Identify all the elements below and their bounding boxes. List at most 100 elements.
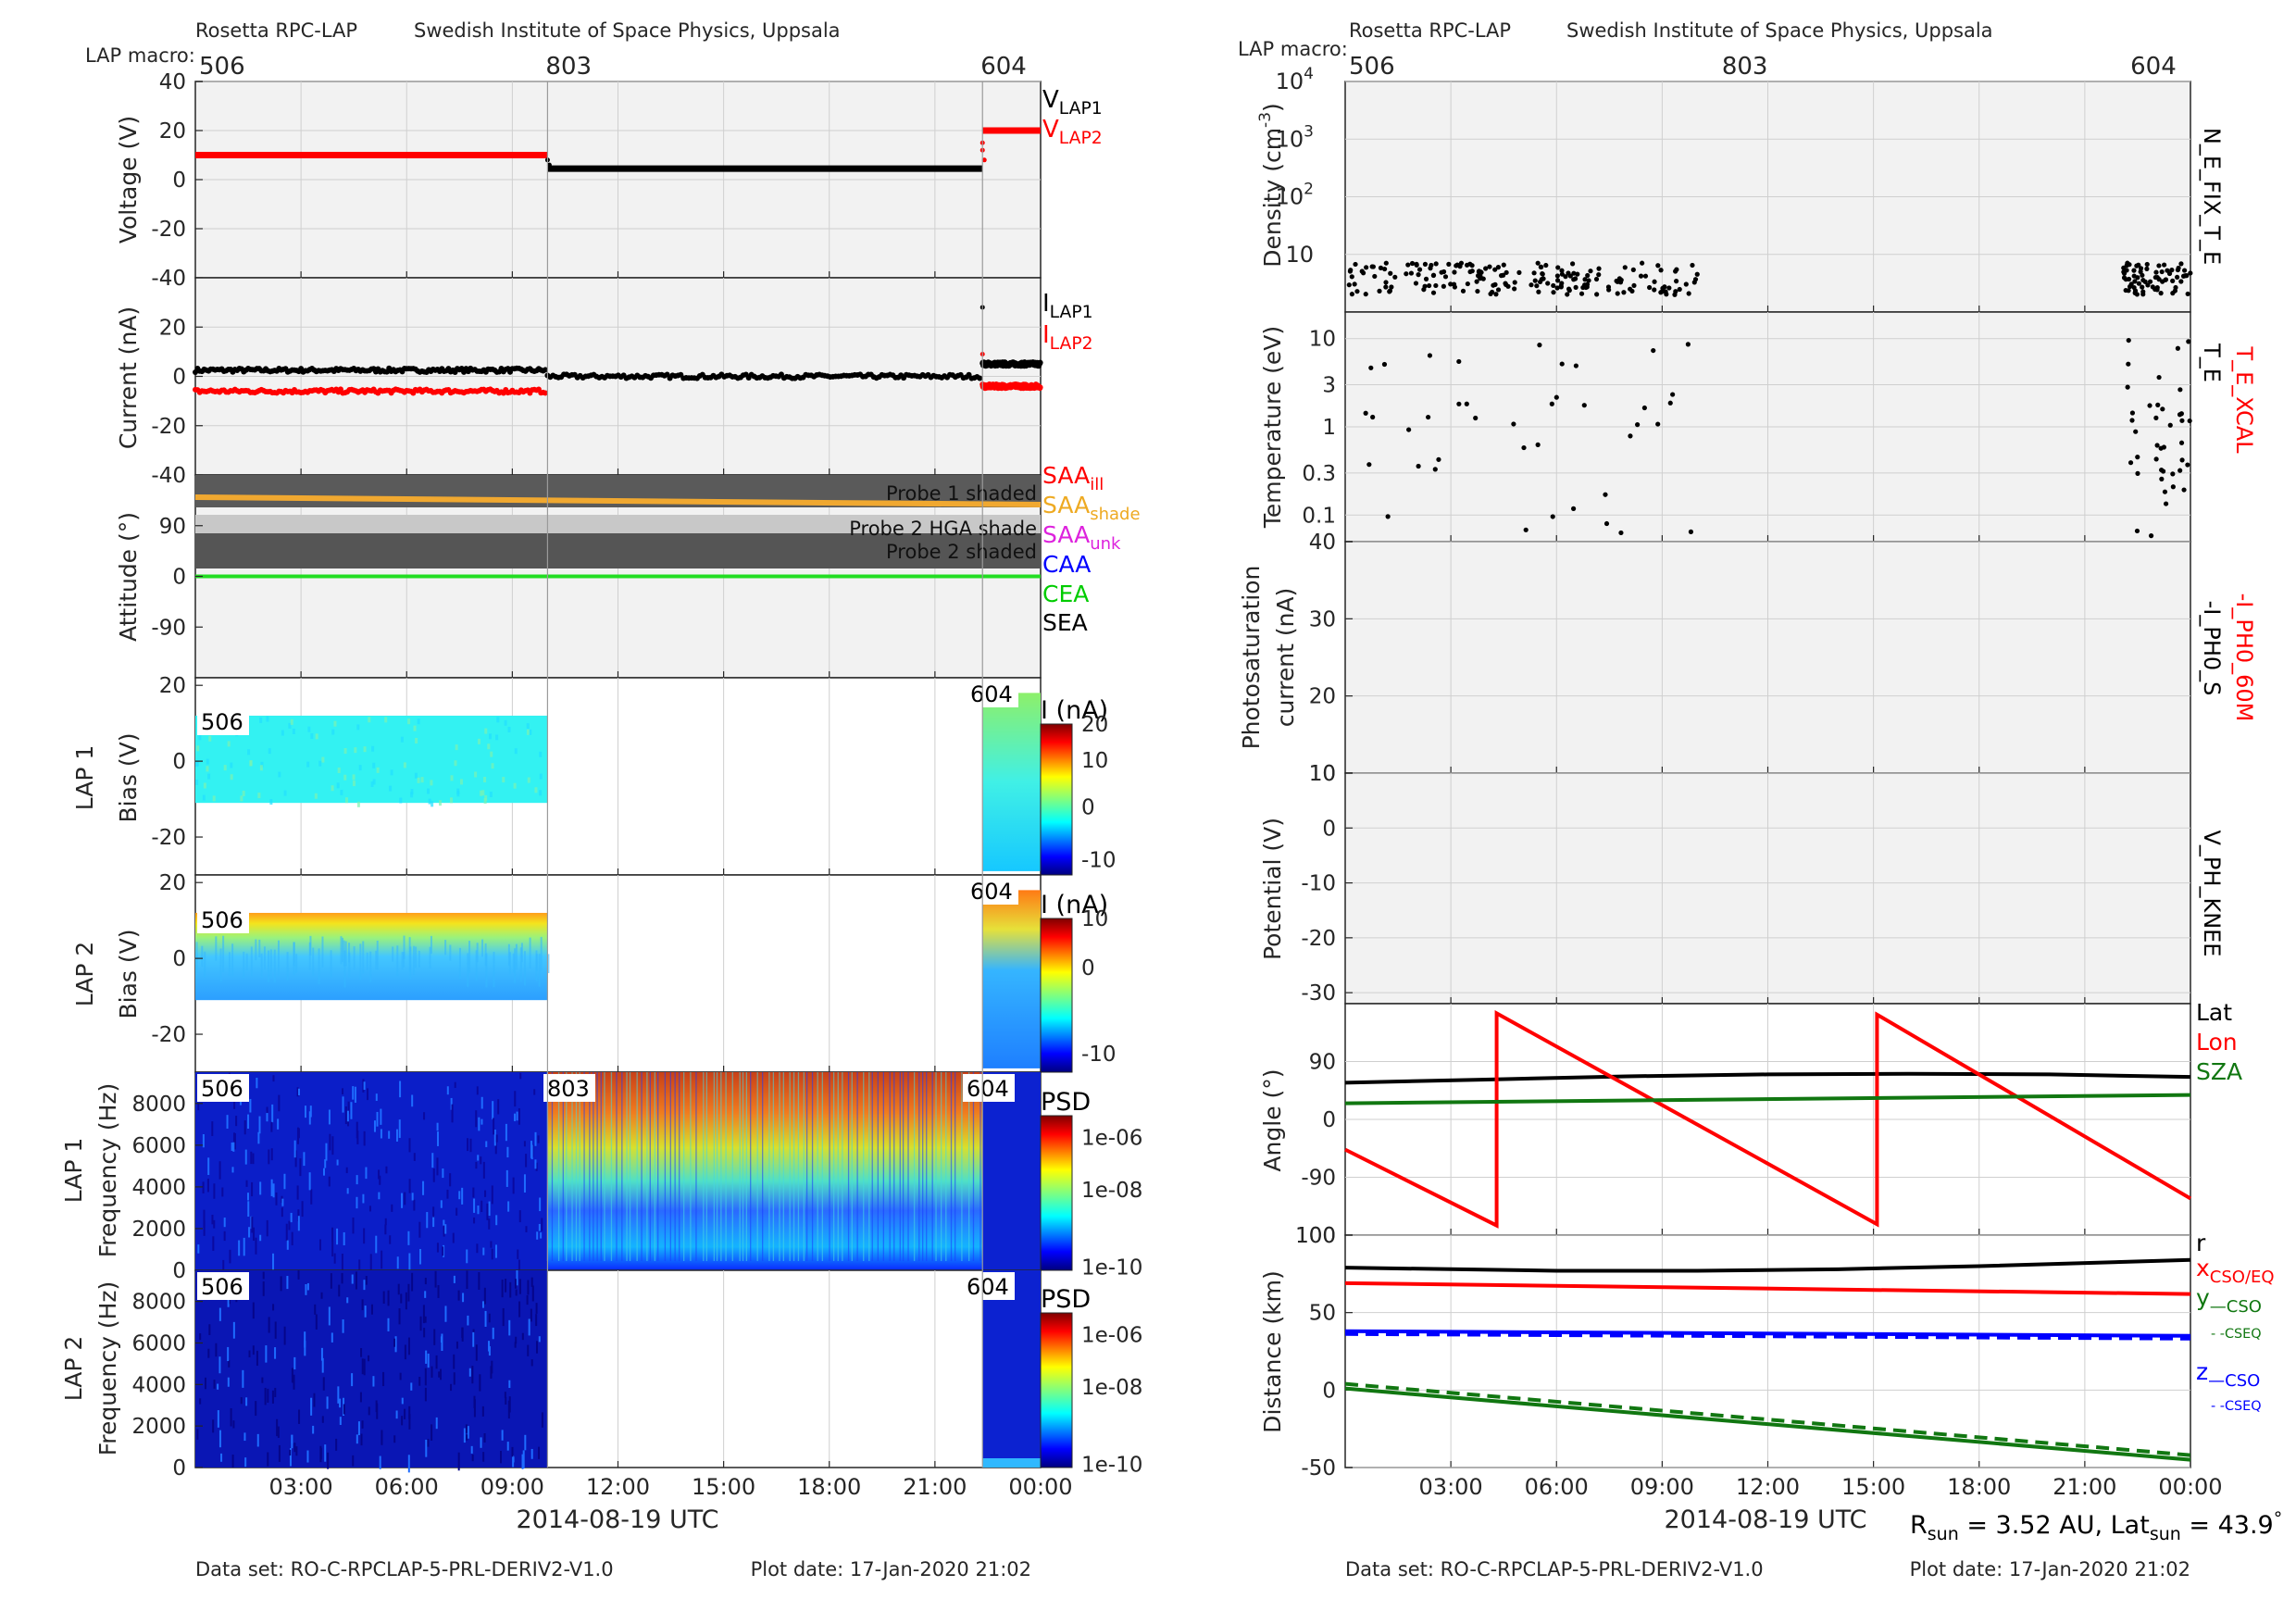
left-xtick-7: 00:00: [1008, 1474, 1072, 1500]
lap1-freq-cell: [480, 1156, 482, 1165]
density-point: [1555, 265, 1561, 270]
density-point: [1487, 264, 1492, 269]
lap2-freq-cell: [306, 1450, 309, 1463]
lap1-bias-cell: [474, 771, 478, 778]
lap1-freq-cell: [467, 1138, 469, 1152]
lap1-bias-cell: [278, 771, 281, 778]
lap1-freq-cell: [211, 1214, 214, 1225]
lap1-freq-cell: [396, 1256, 399, 1269]
lap2-freq-cell: [339, 1398, 342, 1408]
density-point: [1622, 265, 1628, 270]
lap2-freq-cell: [218, 1430, 221, 1448]
density-point: [1433, 282, 1439, 289]
lap2-freq-cell: [215, 1343, 218, 1357]
lap2-freq-cell: [217, 1383, 219, 1390]
lap1-bias-cell: [208, 735, 212, 742]
lap1-freq-cell: [482, 1161, 485, 1179]
temperature-point: [2129, 410, 2136, 416]
lap1-freq-cell: [401, 1193, 404, 1208]
lap2-bias-cell: [512, 953, 515, 973]
temperature-point: [1685, 342, 1691, 347]
right-xtick-0: 03:00: [1419, 1474, 1483, 1500]
lap1-freq-cell: [455, 1207, 458, 1216]
density-point: [1642, 273, 1649, 279]
lap1-freq-cell: [492, 1101, 494, 1120]
lap2-bias-cell: [321, 936, 324, 968]
lap1-freq-cell: [211, 1121, 214, 1136]
lap1-bias-cell: [292, 728, 295, 734]
density-point: [1428, 266, 1433, 271]
lap1-freq-cell: [466, 1249, 468, 1264]
lap2-freq-cell: [343, 1404, 345, 1415]
temperature-point: [1688, 529, 1694, 534]
temperature-point: [1381, 361, 1388, 368]
lap2-freq-cell: [424, 1316, 427, 1323]
lap1-freq-cell: [346, 1110, 349, 1122]
temperature-point: [2167, 422, 2173, 428]
lap2-freq-cell: [394, 1336, 397, 1353]
density-point: [1573, 284, 1578, 290]
attitude-ytick: -90: [151, 616, 186, 640]
photosat-ylabel2: current (nA): [1272, 588, 1299, 728]
lap1-freq-cell: [296, 1087, 299, 1097]
lap1-freq-heat-506: [195, 1072, 548, 1270]
lap2-freq-cell: [504, 1392, 506, 1398]
lap2-freq-cell: [457, 1290, 460, 1301]
temperature-point: [2147, 403, 2152, 408]
lap1-freq-cell: [373, 1120, 376, 1132]
lap1-bias-cell: [534, 787, 538, 793]
lap2-bias-cell: [245, 953, 248, 971]
lap2-bias-cell: [476, 943, 479, 963]
lap2-freq-ytick: 6000: [131, 1331, 186, 1355]
lap2-freq-cell: [484, 1310, 487, 1327]
lap1-bias-cell: [481, 790, 485, 796]
lap1-freq-cell: [491, 1248, 493, 1260]
lap1-freq-cell: [534, 1131, 537, 1146]
lap1-freq-cell: [525, 1226, 528, 1232]
lap2-freq-cell: [242, 1369, 244, 1388]
lap1-bias-cell: [507, 726, 511, 732]
density-point: [1617, 280, 1624, 285]
density-point: [1694, 271, 1700, 277]
density-point: [1354, 289, 1360, 294]
lap1-freq-cell: [266, 1110, 268, 1122]
lap2-bias-cell: [535, 954, 538, 971]
lap1-freq-cell: [245, 1180, 248, 1187]
lap2-freq-cell: [245, 1397, 248, 1406]
lap1-freq-cell: [411, 1094, 414, 1107]
lap1-bias-cell: [227, 741, 231, 747]
lap1-freq-cell: [375, 1093, 378, 1101]
lap1-bias-cell: [266, 716, 269, 722]
lap2-freq-cell: [530, 1277, 533, 1287]
lap1-bias-cell: [489, 733, 493, 740]
density-point: [1541, 276, 1546, 281]
lap1-freq-cell: [213, 1183, 216, 1199]
temperature-point: [1456, 358, 1462, 365]
lap2-freq-cell: [352, 1455, 355, 1467]
lap1-freq-cell: [226, 1115, 229, 1129]
lap1-bias-cell: [352, 774, 356, 781]
lap1-freq-cell: [422, 1181, 425, 1195]
temperature-point: [2135, 470, 2140, 476]
density-point: [1575, 271, 1580, 277]
distance-legend-1: xCSO/EQ: [2196, 1255, 2275, 1287]
lap1-freq-cell: [257, 1131, 260, 1144]
lap1-freq-cell: [493, 1118, 495, 1135]
lap2-freq-cell: [338, 1284, 341, 1297]
attitude-ytick: 90: [159, 515, 186, 539]
lap1-freq-cell: [252, 1153, 255, 1165]
lap1-bias-colorbar-tick: 10: [1081, 749, 1108, 773]
lap2-bias-cell: [444, 940, 447, 956]
lap2-freq-cell: [505, 1396, 507, 1405]
distance-legend-4: z—CSO: [2196, 1358, 2260, 1391]
lap2-freq-cell: [293, 1356, 296, 1370]
density-point: [1628, 286, 1633, 292]
distance-legend-2: y—CSO: [2196, 1284, 2262, 1317]
density-point: [1377, 288, 1382, 294]
lap2-bias-cell: [523, 951, 526, 986]
lap1-bias-cell: [240, 795, 243, 802]
lap1-freq-cell: [362, 1079, 365, 1093]
density-point: [2181, 268, 2188, 273]
lap2-bias-cell: [413, 945, 416, 975]
attitude-ytick: 0: [172, 566, 186, 590]
